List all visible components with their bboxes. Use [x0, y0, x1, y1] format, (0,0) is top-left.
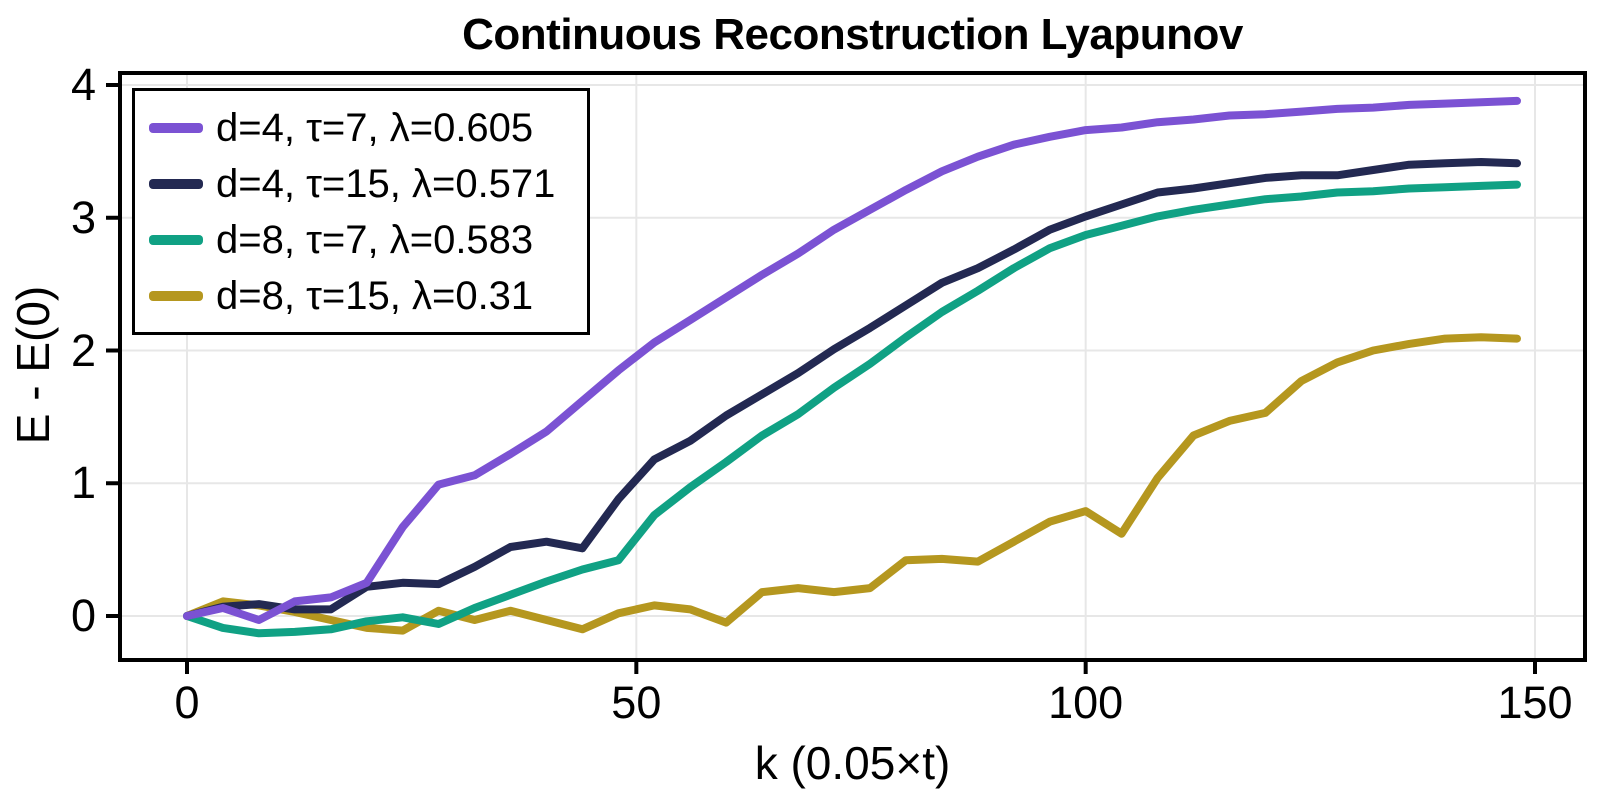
legend-label: d=8, τ=7, λ=0.583: [216, 217, 534, 262]
legend-item: d=8, τ=7, λ=0.583: [143, 212, 579, 268]
y-tick-label: 4: [70, 59, 96, 110]
y-tick-label: 3: [70, 191, 96, 243]
legend-swatch-olive: [149, 291, 203, 301]
legend-item: d=8, τ=15, λ=0.31: [143, 268, 579, 324]
legend-label: d=4, τ=15, λ=0.571: [216, 161, 556, 206]
legend-swatch-navy: [149, 179, 203, 189]
x-tick-label: 50: [611, 677, 662, 728]
plot-frame: [118, 71, 1587, 662]
y-tick-label: 2: [70, 324, 96, 376]
legend-item: d=4, τ=15, λ=0.571: [143, 156, 579, 212]
chart-title: Continuous Reconstruction Lyapunov: [462, 10, 1243, 59]
legend-label: d=8, τ=15, λ=0.31: [216, 273, 534, 318]
y-axis-label: E - E(0): [7, 285, 59, 445]
series-line-1: [183, 158, 1521, 620]
legend-item: d=4, τ=7, λ=0.605: [143, 100, 579, 156]
legend-swatch-teal: [149, 235, 203, 245]
y-tick-label: 0: [70, 590, 96, 641]
series-line-0: [183, 96, 1521, 624]
legend-swatch-purple: [149, 123, 203, 133]
series-line-3: [183, 333, 1521, 635]
x-axis-label: k (0.05×t): [754, 737, 951, 789]
y-tick-label: 1: [70, 457, 96, 509]
x-tick-label: 0: [174, 677, 200, 728]
series-line-2: [183, 180, 1521, 638]
x-tick-label: 150: [1497, 677, 1573, 728]
legend-label: d=4, τ=7, λ=0.605: [216, 105, 534, 150]
legend: d=4, τ=7, λ=0.605 d=4, τ=15, λ=0.571 d=8…: [132, 88, 590, 335]
x-tick-label: 100: [1048, 677, 1124, 728]
